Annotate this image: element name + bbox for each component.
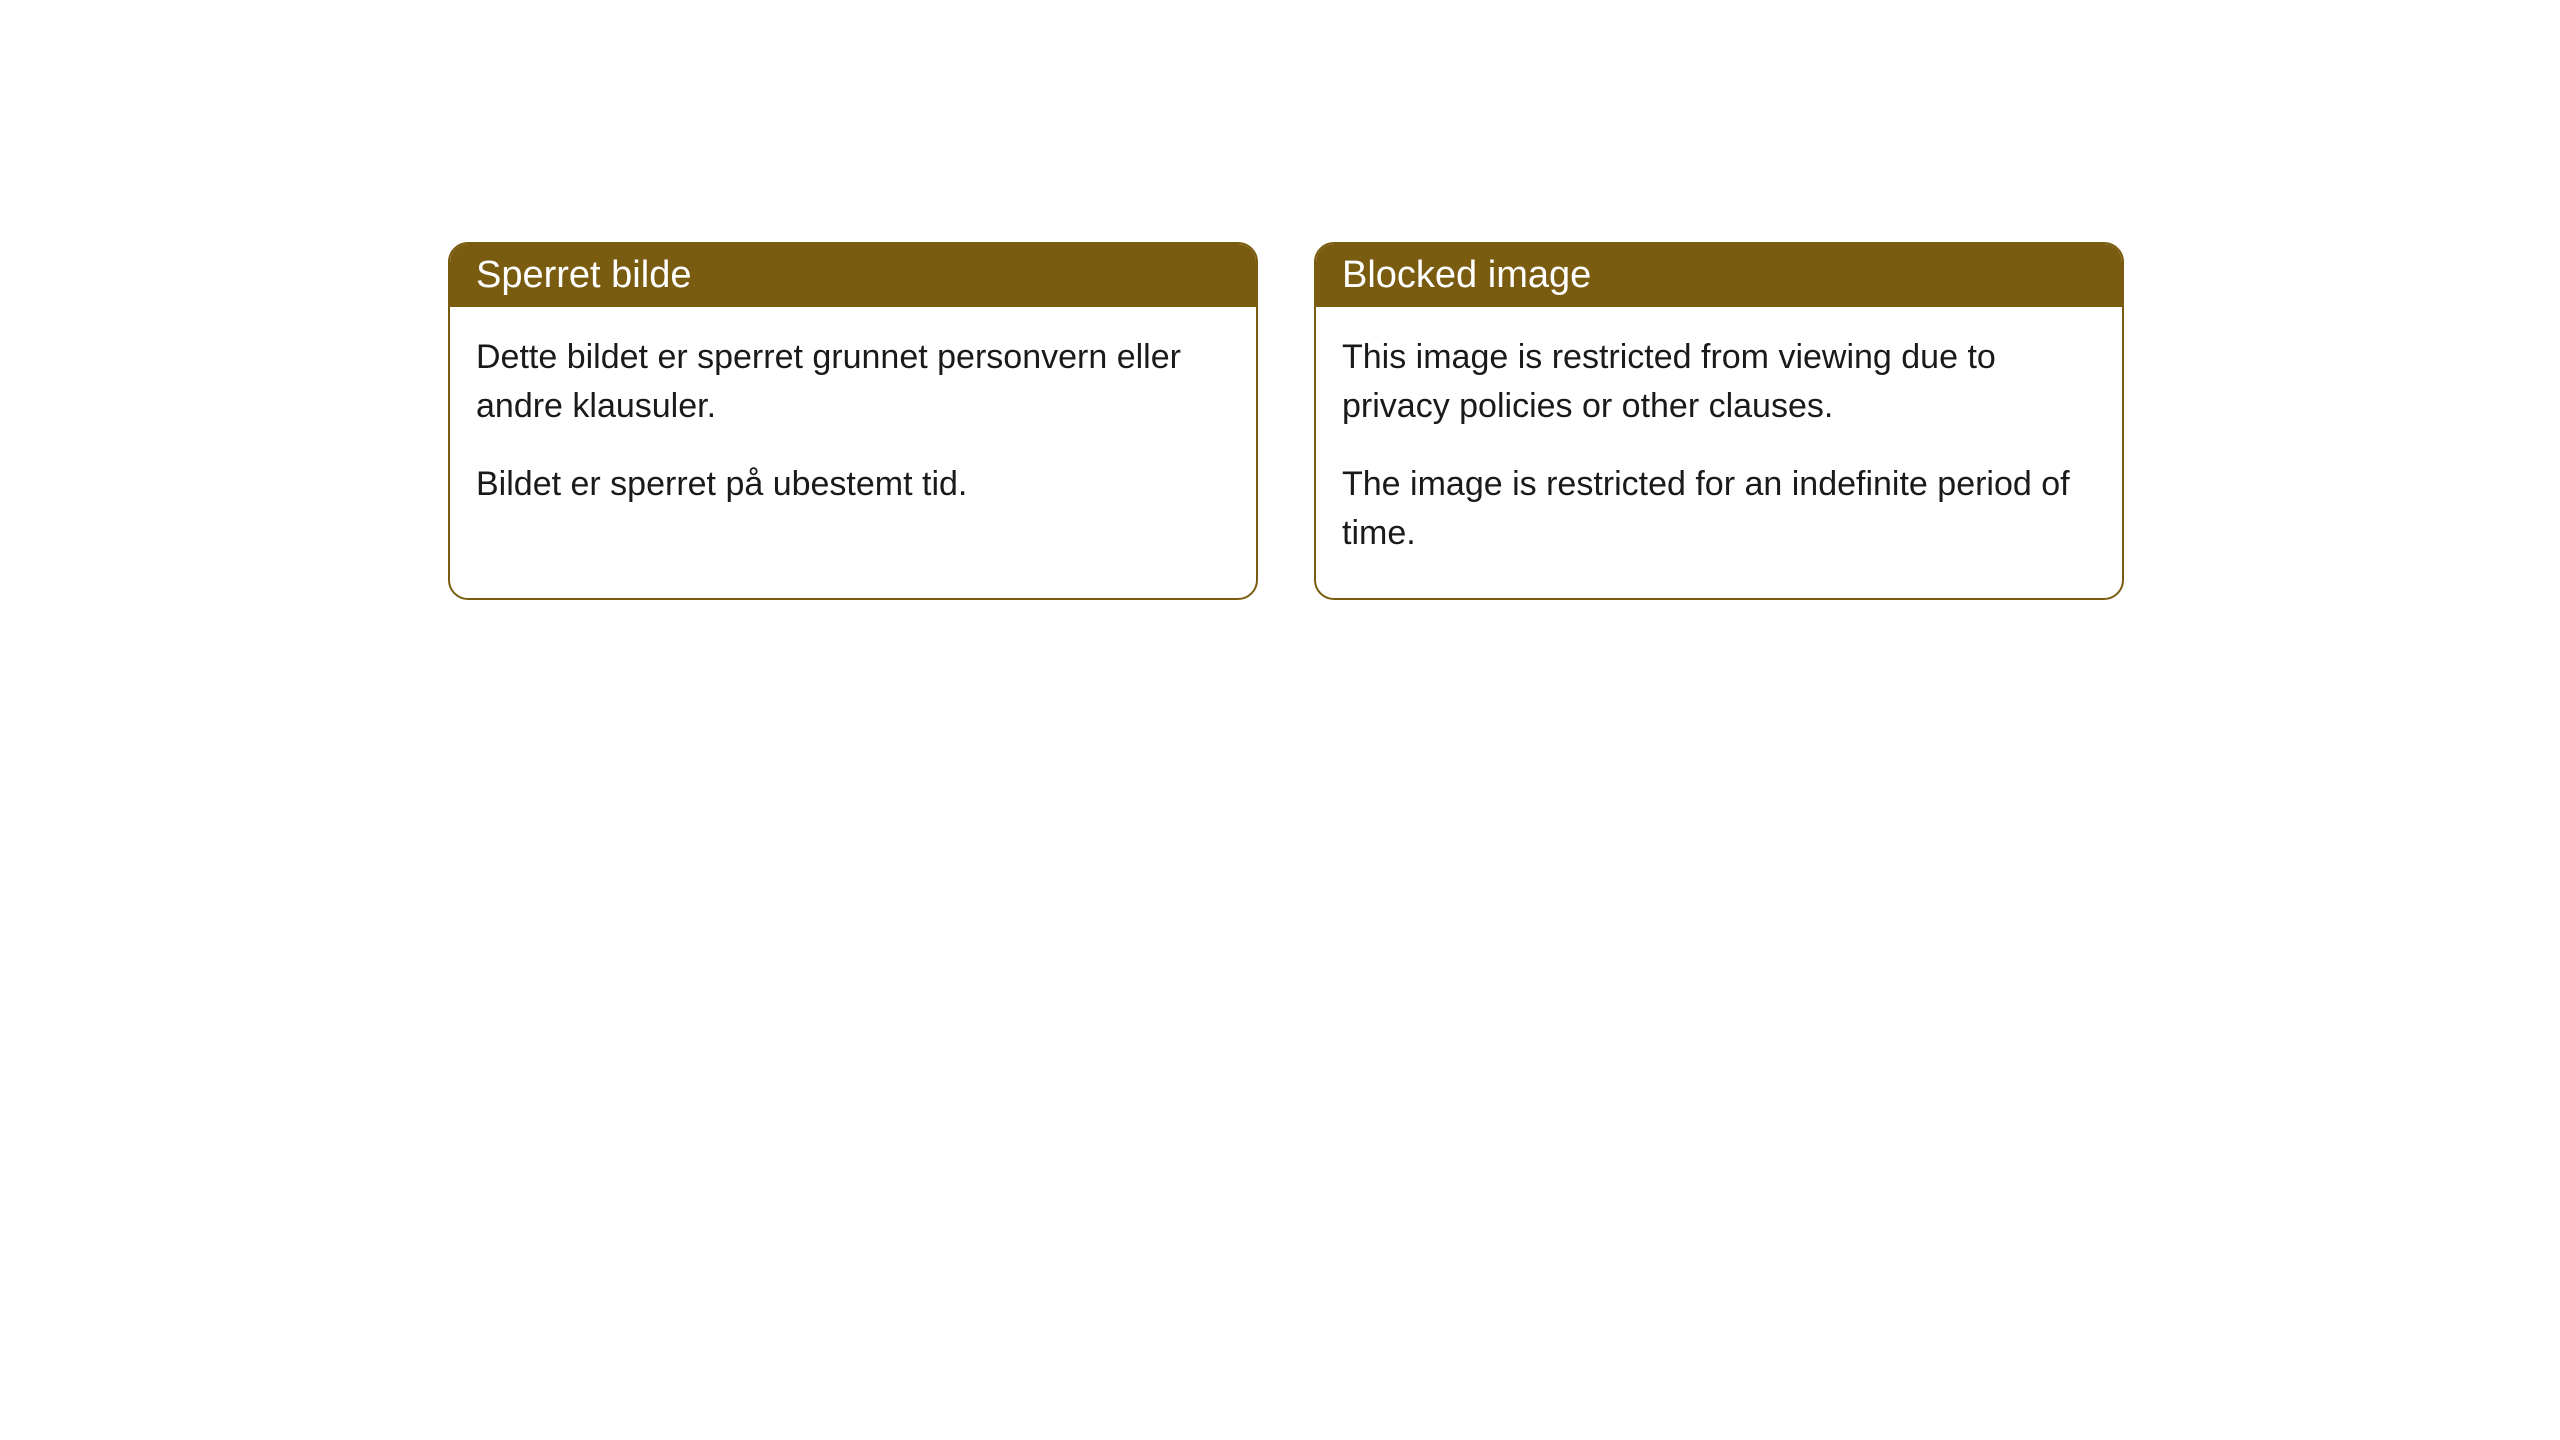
card-body-english: This image is restricted from viewing du… xyxy=(1316,307,2122,598)
notice-text-line-1: This image is restricted from viewing du… xyxy=(1342,333,2096,432)
notice-text-line-1: Dette bildet er sperret grunnet personve… xyxy=(476,333,1230,432)
card-body-norwegian: Dette bildet er sperret grunnet personve… xyxy=(450,307,1256,549)
notice-cards-container: Sperret bilde Dette bildet er sperret gr… xyxy=(448,242,2560,600)
notice-text-line-2: The image is restricted for an indefinit… xyxy=(1342,460,2096,559)
blocked-image-card-norwegian: Sperret bilde Dette bildet er sperret gr… xyxy=(448,242,1258,600)
blocked-image-card-english: Blocked image This image is restricted f… xyxy=(1314,242,2124,600)
card-header-norwegian: Sperret bilde xyxy=(450,244,1256,307)
notice-text-line-2: Bildet er sperret på ubestemt tid. xyxy=(476,460,1230,509)
card-header-english: Blocked image xyxy=(1316,244,2122,307)
